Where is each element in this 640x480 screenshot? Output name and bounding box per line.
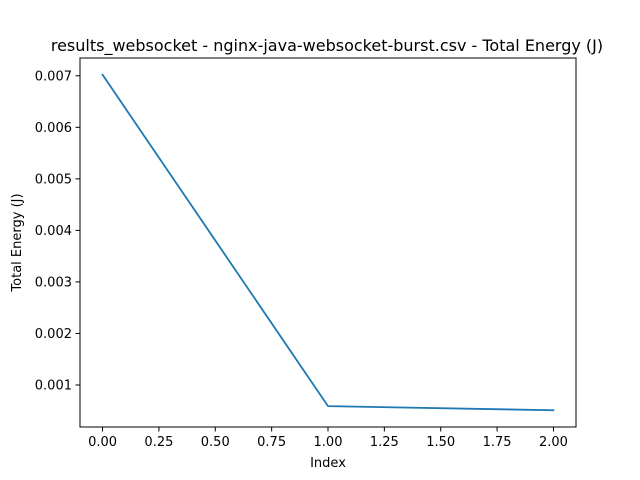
x-tick-label: 2.00 bbox=[539, 435, 568, 450]
x-axis: 0.00 0.25 0.50 0.75 1.00 1.25 1.50 1.75 2.00 bbox=[88, 427, 568, 450]
y-tick-label: 0.005 bbox=[35, 172, 72, 187]
y-tick-label: 0.001 bbox=[35, 378, 72, 393]
x-axis-label: Index bbox=[310, 456, 346, 471]
x-tick-label: 0.75 bbox=[257, 435, 286, 450]
x-tick-label: 1.75 bbox=[483, 435, 512, 450]
x-tick-label: 0.50 bbox=[201, 435, 230, 450]
y-axis: 0.001 0.002 0.003 0.004 0.005 0.006 0.007 bbox=[35, 69, 80, 393]
x-tick-label: 1.00 bbox=[314, 435, 343, 450]
y-tick-label: 0.007 bbox=[35, 69, 72, 84]
chart-title: results_websocket - nginx-java-websocket… bbox=[51, 36, 603, 56]
x-tick-label: 1.25 bbox=[370, 435, 399, 450]
plot-frame bbox=[79, 57, 577, 428]
y-tick-label: 0.004 bbox=[35, 224, 72, 239]
x-tick-label: 0.25 bbox=[144, 435, 173, 450]
y-axis-label: Total Energy (J) bbox=[10, 193, 25, 292]
y-tick-label: 0.003 bbox=[35, 275, 72, 290]
plot-area bbox=[79, 57, 577, 428]
series-line bbox=[101, 73, 555, 412]
x-tick-label: 0.00 bbox=[88, 435, 117, 450]
x-tick-label: 1.50 bbox=[426, 435, 455, 450]
series-layer bbox=[101, 73, 555, 412]
y-tick-label: 0.006 bbox=[35, 121, 72, 136]
y-tick-label: 0.002 bbox=[35, 327, 72, 342]
